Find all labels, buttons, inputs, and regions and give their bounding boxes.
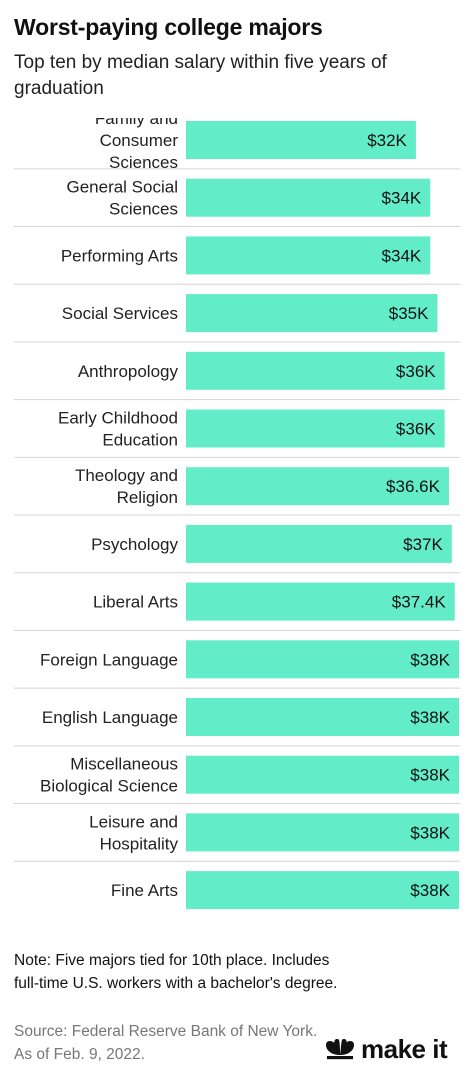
bar-chart: $32K Family and Consumer Sciences $34K Genera… [14, 118, 460, 910]
cnbc-make-it-logo: make it [322, 1033, 448, 1064]
value-label-1: $34K [382, 189, 422, 208]
bar-3 [186, 294, 438, 333]
value-label-0: $32K [367, 131, 407, 150]
value-label-2: $34K [382, 246, 422, 265]
bar-2 [186, 236, 431, 275]
chart-note: Note: Five majors tied for 10th place. I… [14, 952, 338, 992]
category-label-5: Early Childhood Education [58, 409, 178, 450]
bar-5 [186, 409, 445, 448]
bar-10 [186, 698, 459, 736]
value-label-4: $36K [396, 362, 436, 381]
bar-11 [186, 755, 459, 794]
value-label-8: $37.4K [392, 593, 447, 612]
chart-source: Source: Federal Reserve Bank of New York… [14, 1023, 318, 1063]
bar-1 [186, 178, 431, 217]
category-label-13: Fine Arts [111, 881, 178, 900]
value-label-6: $36.6K [386, 477, 441, 496]
bar-7 [186, 524, 452, 563]
value-label-7: $37K [403, 535, 443, 554]
category-label-12: Leisure and Hospitality [89, 812, 178, 853]
chart-title: Worst-paying college majors [14, 14, 323, 40]
value-label-12: $38K [410, 823, 450, 842]
category-label-2: Performing Arts [61, 246, 178, 265]
logo-text: make it [361, 1033, 448, 1064]
value-label-10: $38K [410, 708, 450, 727]
chart-subtitle: Top ten by median salary within five yea… [14, 52, 387, 99]
bar-8 [186, 582, 455, 621]
bar-6 [186, 467, 449, 506]
category-label-8: Liberal Arts [93, 593, 178, 612]
category-label-10: English Language [42, 708, 178, 727]
category-label-3: Social Services [62, 304, 178, 323]
category-label-6: Theology and Religion [75, 466, 178, 507]
value-label-3: $35K [389, 304, 429, 323]
category-label-11: Miscellaneous Biological Science [40, 755, 178, 796]
bar-0 [186, 121, 416, 159]
category-label-1: General Social Sciences [66, 178, 178, 219]
bar-4 [186, 351, 445, 390]
bar-9 [186, 640, 459, 679]
category-label-4: Anthropology [78, 362, 179, 381]
category-label-9: Foreign Language [40, 650, 178, 669]
category-label-0: Family and Consumer Sciences [95, 118, 178, 172]
value-label-9: $38K [410, 650, 450, 669]
category-label-7: Psychology [91, 535, 178, 554]
bar-12 [186, 813, 459, 852]
value-label-11: $38K [410, 766, 450, 785]
value-label-5: $36K [396, 420, 436, 439]
cnbc-peacock-icon [326, 1038, 354, 1060]
bar-13 [186, 871, 459, 910]
value-label-13: $38K [410, 881, 450, 900]
